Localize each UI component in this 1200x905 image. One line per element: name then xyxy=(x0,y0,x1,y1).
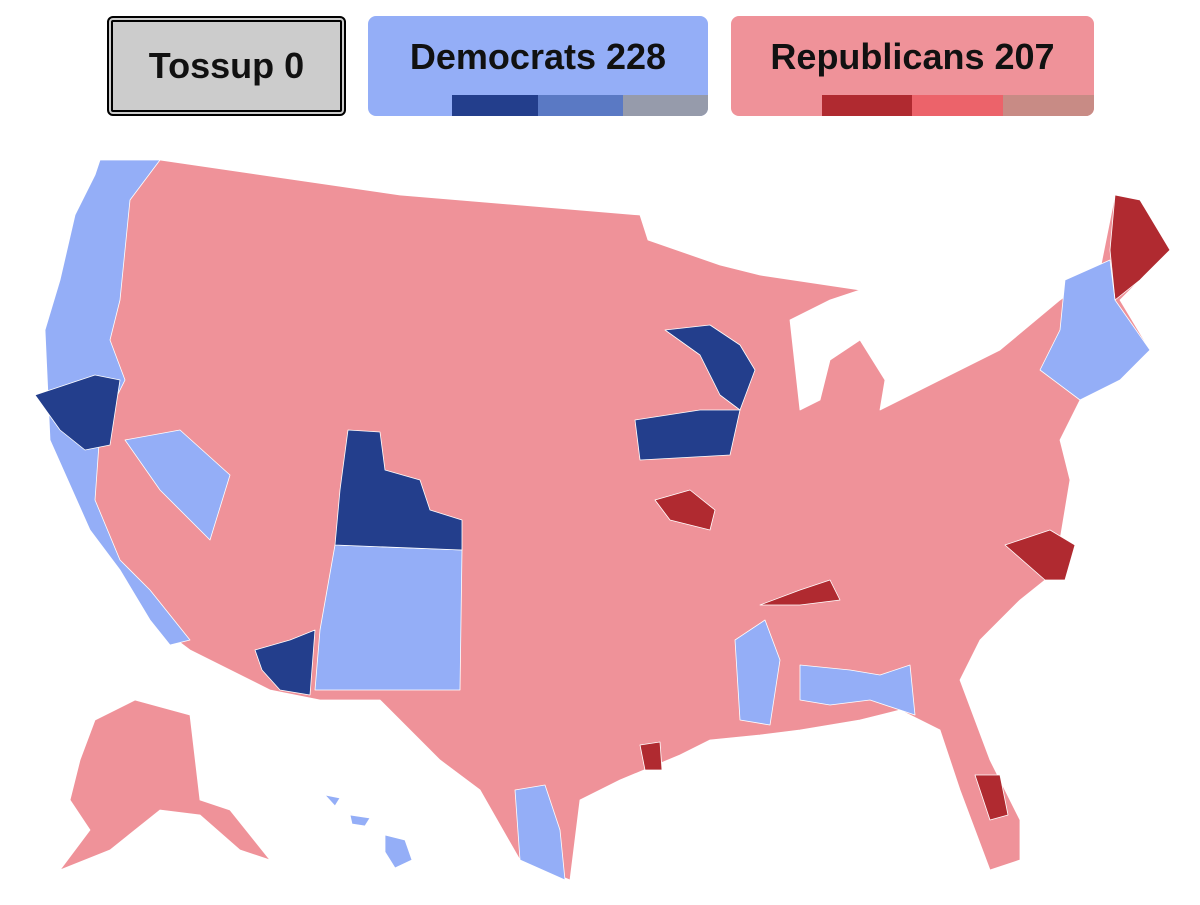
alaska[interactable] xyxy=(58,699,272,871)
maine-district[interactable] xyxy=(1109,194,1171,301)
republicans-count: 207 xyxy=(994,36,1055,77)
south-texas-district[interactable] xyxy=(514,784,566,881)
arizona-district[interactable] xyxy=(254,629,316,696)
tossup-count: 0 xyxy=(284,45,305,86)
houston-district[interactable] xyxy=(639,741,663,771)
likely-segment[interactable] xyxy=(538,95,623,116)
florida-district[interactable] xyxy=(974,774,1009,821)
safe-segment[interactable] xyxy=(452,95,538,116)
lean-segment[interactable] xyxy=(1003,95,1094,116)
wisconsin-district[interactable] xyxy=(664,324,756,411)
utah-district[interactable] xyxy=(334,429,463,551)
kentucky-district[interactable] xyxy=(759,579,841,606)
democrats-label: Democrats xyxy=(409,36,596,77)
new-england-district[interactable] xyxy=(1039,259,1151,401)
north-carolina-district[interactable] xyxy=(1004,529,1076,581)
missouri-district[interactable] xyxy=(654,489,716,531)
district-map xyxy=(34,159,1171,881)
tossup-label: Tossup xyxy=(148,45,275,86)
mississippi-district[interactable] xyxy=(734,619,781,726)
tossup-button[interactable]: Tossup 0 xyxy=(107,16,346,116)
colorado-district[interactable] xyxy=(314,544,463,691)
nevada-district[interactable] xyxy=(124,429,231,541)
safe-segment[interactable] xyxy=(822,95,912,116)
midwest-district[interactable] xyxy=(634,409,741,461)
nor-cal-district[interactable] xyxy=(34,374,121,451)
west-coast-districts[interactable] xyxy=(44,159,191,646)
hawaii-2[interactable] xyxy=(349,814,371,827)
likely-segment[interactable] xyxy=(912,95,1003,116)
republicans-label: Republicans xyxy=(770,36,985,77)
hawaii-1[interactable] xyxy=(323,794,341,807)
democrats-count: 228 xyxy=(606,36,667,77)
republicans-button[interactable]: Republicans 207 xyxy=(731,16,1094,116)
alabama-district[interactable] xyxy=(799,664,916,716)
democrats-button[interactable]: Democrats 228 xyxy=(368,16,708,116)
lean-segment[interactable] xyxy=(623,95,708,116)
hawaii-3[interactable] xyxy=(384,834,413,869)
